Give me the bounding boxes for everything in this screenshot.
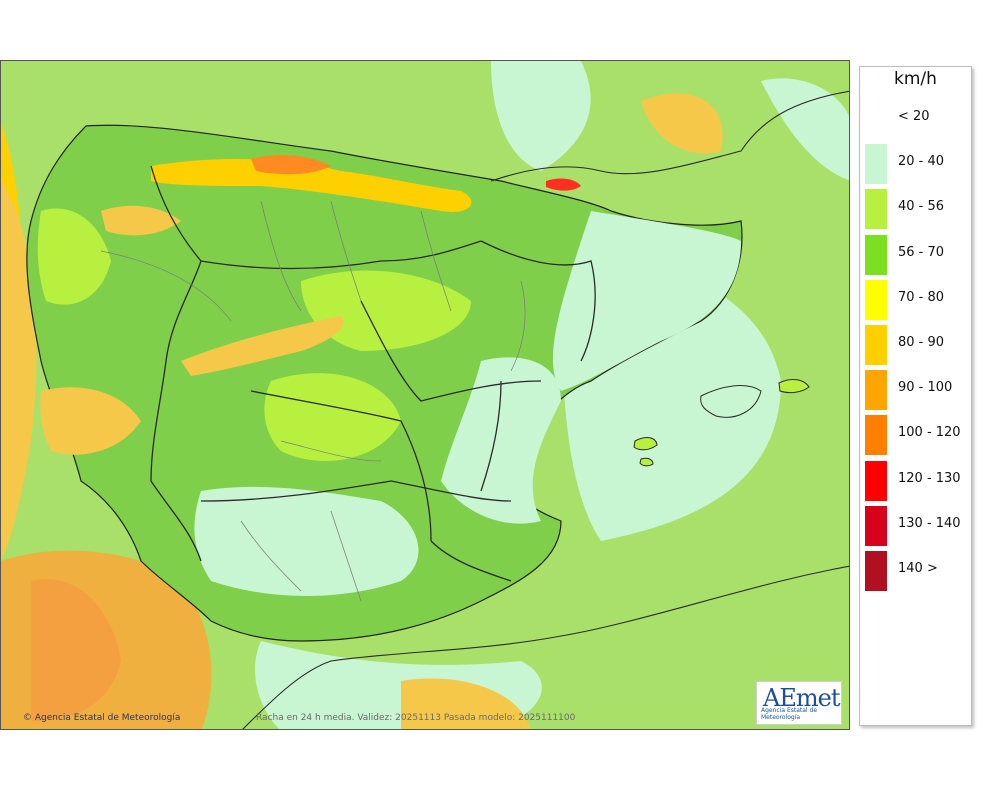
border-aragon-catalonia: [480, 240, 596, 362]
cantabrian-strong-belt: [151, 159, 472, 212]
central-system-belt: [181, 316, 344, 376]
border-madrid-aragon: [360, 300, 542, 402]
castilla-moderate-area: [301, 270, 471, 351]
central-moderate-area: [264, 373, 401, 461]
france-coastline: [490, 90, 849, 182]
border-cantabria-castilla: [200, 240, 482, 270]
legend-label: 70 - 80: [898, 289, 945, 305]
legend-swatch: [865, 234, 887, 275]
ibiza-island: [633, 437, 658, 451]
legend-swatch: [865, 370, 887, 411]
legend-label: 140 >: [898, 561, 938, 576]
legend-swatch: [865, 460, 887, 501]
leon-strong-patch: [101, 205, 181, 236]
formentera-island: [639, 457, 654, 467]
legend-swatch: [865, 505, 887, 546]
province-line-2: [260, 200, 302, 312]
legend-item: 80 - 90: [860, 323, 971, 365]
wind-speed-legend: km/h < 20 20 - 40 40 - 56 56 - 70 70 - 80 80 …: [859, 66, 972, 726]
province-line-4: [420, 210, 452, 312]
logo-subtitle: Agencia Estatal de Meteorología: [761, 707, 818, 721]
galicia-moderate-area: [37, 208, 111, 305]
province-line-8: [330, 510, 362, 602]
legend-swatch: [865, 144, 887, 185]
legend-label: 20 - 40: [898, 154, 945, 170]
gulf-lion-calm-patch: [761, 78, 849, 181]
portugal-strong-patch: [40, 387, 141, 455]
border-valencia-west: [480, 380, 502, 492]
africa-coastline: [242, 565, 849, 729]
legend-label: 120 - 130: [898, 470, 961, 486]
aemet-logo: AEmet Agencia Estatal de Meteorología: [756, 681, 842, 725]
legend-swatch: [865, 551, 887, 591]
legend-label: 130 - 140: [898, 515, 961, 531]
cantabrian-peak-gust: [251, 155, 331, 175]
legend-label: 40 - 56: [898, 199, 945, 215]
model-validity-note: Racha en 24 h media. Validez: 20251113 P…: [256, 713, 576, 723]
border-castilla-lamancha: [250, 390, 432, 542]
border-andalusia-north: [200, 480, 512, 502]
legend-item: 20 - 40: [860, 142, 971, 185]
valencia-calm-area: [441, 357, 561, 524]
legend-swatch: [865, 415, 887, 456]
mallorca-island: [700, 385, 762, 418]
legend-label: 90 - 100: [898, 380, 953, 396]
legend-item: 70 - 80: [860, 278, 971, 320]
alboran-strong-patch: [401, 678, 531, 729]
legend-label: 100 - 120: [898, 425, 961, 441]
legend-swatch: [865, 189, 887, 230]
menorca-island: [778, 379, 810, 394]
map-canvas: [1, 61, 849, 729]
legend-label: 56 - 70: [898, 244, 945, 260]
wind-gust-map: © Agencia Estatal de Meteorología Racha …: [0, 60, 850, 730]
legend-unit-label: km/h: [894, 69, 937, 89]
pyrenees-peak-gust: [546, 178, 581, 191]
province-line-3: [330, 200, 362, 302]
legend-label: 80 - 90: [898, 335, 945, 350]
gulf-lion-strong-patch: [641, 93, 723, 154]
border-portugal-east: [150, 360, 202, 562]
province-line-6: [280, 440, 382, 462]
andalusia-calm-area: [194, 486, 419, 596]
biscay-calm-patch: [491, 61, 591, 171]
gulf-cadiz-core: [31, 579, 121, 721]
legend-item: 40 - 56: [860, 187, 971, 230]
legend-item: 90 - 100: [860, 368, 971, 411]
province-line-5: [510, 280, 526, 372]
region-borders: [150, 165, 596, 582]
legend-item: 100 - 120: [860, 413, 971, 456]
legend-item: 120 - 130: [860, 459, 971, 501]
border-murcia: [430, 540, 512, 582]
legend-item: 56 - 70: [860, 233, 971, 275]
province-line-7: [240, 520, 302, 592]
legend-item: < 20: [860, 97, 971, 137]
logo-wordmark: AEmet: [763, 684, 840, 712]
legend-swatch: [865, 279, 887, 320]
province-borders: [100, 200, 526, 602]
catalonia-calm-area: [552, 211, 741, 391]
legend-label: < 20: [898, 109, 930, 124]
province-line-1: [100, 250, 232, 322]
legend-item: 130 - 140: [860, 504, 971, 546]
legend-swatch: [865, 325, 887, 365]
legend-item: 140 >: [860, 549, 971, 591]
copyright-notice: © Agencia Estatal de Meteorología: [23, 713, 181, 723]
